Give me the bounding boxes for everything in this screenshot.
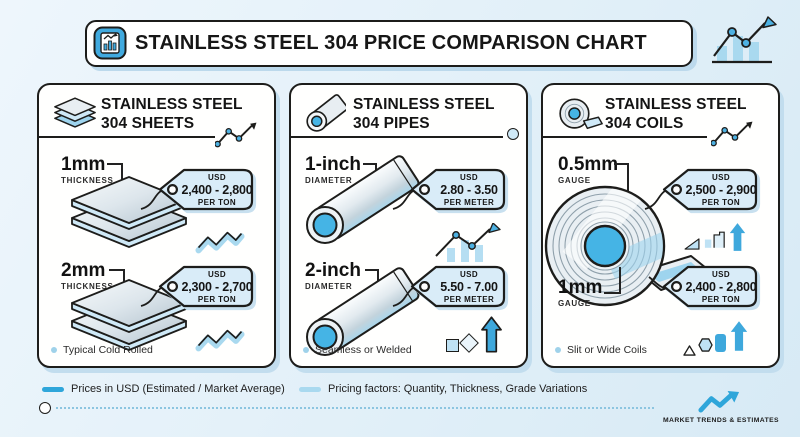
price-tag: USD 2,400 - 2,800 PER TON [662, 264, 759, 309]
up-arrow-icon [729, 222, 746, 257]
card-title-line2: 304 COILS [605, 114, 684, 132]
spec-label-2mm: 2mm THICKNESS [61, 260, 114, 291]
card-note: Typical Cold Rolled [51, 344, 153, 356]
trend-dots-icon [214, 121, 263, 153]
trend-chart-icon [706, 15, 778, 74]
card-coils: STAINLESS STEEL 304 COILS 0.5mm GAUGE [541, 83, 780, 368]
tag-currency: USD [459, 172, 479, 182]
label-connector-line [614, 163, 629, 217]
legend-swatch-dark [42, 386, 64, 392]
tag-unit: PER METER [443, 294, 495, 304]
label-connector-line [604, 267, 621, 294]
tag-currency: USD [459, 269, 479, 279]
sheet-illustration [69, 278, 189, 363]
card-title-line1: STAINLESS STEEL [353, 96, 495, 113]
divider [543, 136, 707, 138]
tag-currency: USD [207, 269, 227, 279]
card-title: STAINLESS STEEL 304 SHEETS [101, 96, 243, 133]
spec-label-05mm: 0.5mm GAUGE [558, 154, 619, 185]
square-icon [446, 339, 459, 352]
trend-arrow-icon [697, 391, 741, 419]
legend-item-prices: Prices in USD (Estimated / Market Averag… [42, 383, 285, 395]
tag-unit: PER TON [701, 294, 741, 304]
bar-chart-icon [93, 26, 127, 60]
pipe-illustration [297, 257, 429, 366]
mini-bar-chart-icon [431, 222, 509, 270]
tag-currency: USD [711, 172, 731, 182]
legend-item-factors: Pricing factors: Quantity, Thickness, Gr… [299, 383, 587, 395]
card-note: Slit or Wide Coils [555, 344, 647, 356]
price-tag: USD 5.50 - 7.00 PER METER [410, 264, 507, 309]
legend-swatch-light [299, 386, 321, 392]
tag-currency: USD [711, 269, 731, 279]
price-tag: USD 2,300 - 2,700 PER TON [158, 264, 255, 309]
tag-price-range: 2,400 - 2,800 [181, 182, 253, 197]
title-bar: STAINLESS STEEL 304 PRICE COMPARISON CHA… [85, 20, 693, 67]
card-pipes: STAINLESS STEEL 304 PIPES 1-inch DIAMETE… [289, 83, 528, 368]
tag-unit: PER METER [443, 197, 495, 207]
ramp-icon [684, 237, 700, 255]
tag-price-range: 2,300 - 2,700 [181, 279, 253, 294]
timeline-dotted-line [56, 407, 654, 409]
card-title-line2: 304 PIPES [353, 114, 430, 132]
spec-label-1inch: 1-inch DIAMETER [305, 154, 361, 185]
price-tag: USD 2,500 - 2,900 PER TON [662, 167, 759, 212]
tag-price-range: 2,400 - 2,800 [685, 279, 757, 294]
brand-text: MARKET TRENDS & ESTIMATES [663, 417, 779, 424]
card-title-line1: STAINLESS STEEL [605, 96, 747, 113]
card-title: STAINLESS STEEL 304 COILS [605, 96, 747, 133]
bullet-dot-icon [303, 347, 309, 353]
tag-unit: PER TON [701, 197, 741, 207]
pill-icon [715, 334, 726, 352]
spec-label-2inch: 2-inch DIAMETER [305, 260, 361, 291]
trend-dots-icon [710, 120, 759, 152]
step-bars-icon [704, 231, 726, 254]
pipe-icon [304, 93, 349, 140]
divider [291, 136, 503, 138]
tag-unit: PER TON [197, 197, 237, 207]
card-title-line2: 304 SHEETS [101, 114, 195, 132]
bullet-dot-icon [555, 347, 561, 353]
spec-label-1mm: 1mm GAUGE [558, 277, 603, 308]
tag-currency: USD [207, 172, 227, 182]
sheets-icon [52, 95, 98, 137]
price-tag: USD 2,400 - 2,800 PER TON [158, 167, 255, 212]
zigzag-icon [193, 325, 247, 358]
card-note: Seamless or Welded [303, 344, 412, 356]
tag-price-range: 2.80 - 3.50 [440, 182, 498, 197]
card-sheets: STAINLESS STEEL 304 SHEETS 1mm THICKNESS [37, 83, 276, 368]
coil-icon [556, 96, 604, 138]
sheet-illustration [69, 175, 189, 260]
pipe-illustration [297, 145, 429, 258]
hexagon-icon [698, 338, 713, 357]
card-title-line1: STAINLESS STEEL [101, 96, 243, 113]
bullet-dot-icon [51, 347, 57, 353]
spec-label-1mm: 1mm THICKNESS [61, 154, 114, 185]
page-title: STAINLESS STEEL 304 PRICE COMPARISON CHA… [135, 32, 647, 54]
tag-unit: PER TON [197, 294, 237, 304]
card-title: STAINLESS STEEL 304 PIPES [353, 96, 495, 133]
divider [39, 136, 215, 138]
timeline-start-circle [39, 402, 51, 414]
tag-price-range: 5.50 - 7.00 [440, 279, 498, 294]
up-arrow-icon [481, 316, 502, 358]
triangle-icon [683, 343, 696, 361]
tag-price-range: 2,500 - 2,900 [685, 182, 757, 197]
diamond-icon [459, 333, 479, 353]
dot-circle-icon [507, 128, 519, 140]
price-tag: USD 2.80 - 3.50 PER METER [410, 167, 507, 212]
up-arrow-icon [730, 320, 748, 357]
zigzag-icon [193, 227, 247, 260]
